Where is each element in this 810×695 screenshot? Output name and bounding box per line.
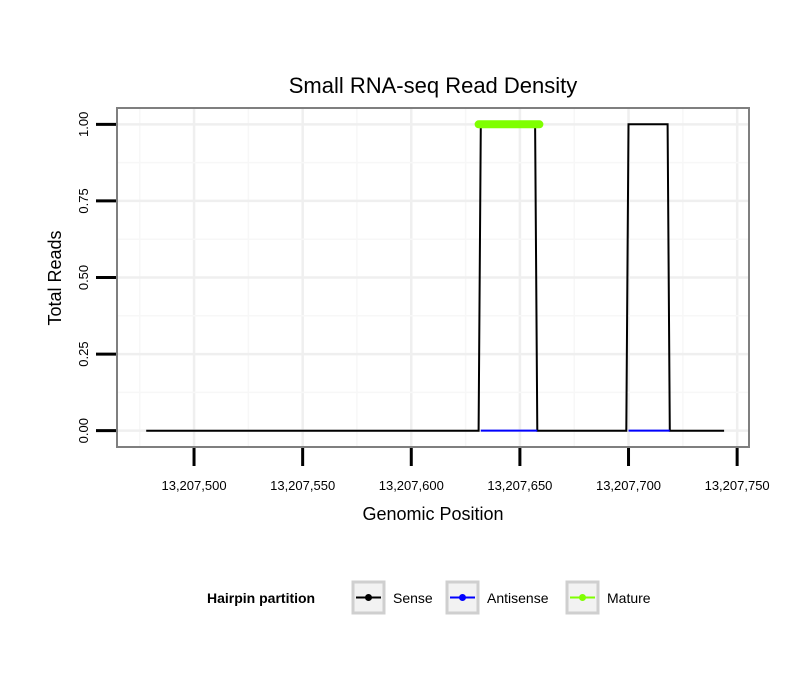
axes: 0.00 0.25 0.50 0.75 1.00 13,207,500 13,207,550… <box>76 112 770 493</box>
x-axis-title: Genomic Position <box>362 504 503 524</box>
y-axis-title: Total Reads <box>45 230 65 325</box>
legend-title: Hairpin partition <box>207 590 315 606</box>
x-tick-label: 13,207,650 <box>487 478 552 493</box>
x-tick-label: 13,207,600 <box>379 478 444 493</box>
legend-entry-sense: Sense <box>351 580 433 615</box>
legend-label: Mature <box>607 590 651 606</box>
x-tick-label: 13,207,750 <box>705 478 770 493</box>
plot-panel-border <box>116 107 750 448</box>
x-tick-label: 13,207,550 <box>270 478 335 493</box>
grid-lines <box>118 109 748 446</box>
legend: Hairpin partition Sense Antisense Mature <box>207 580 651 615</box>
series-lines <box>146 120 725 432</box>
x-tick-label: 13,207,700 <box>596 478 661 493</box>
legend-entry-antisense: Antisense <box>445 580 549 615</box>
y-tick-label: 0.00 <box>76 418 91 443</box>
y-tick-label: 0.25 <box>76 341 91 366</box>
y-tick-label: 1.00 <box>76 112 91 137</box>
y-tick-label: 0.50 <box>76 265 91 290</box>
sense-series-line <box>146 123 725 432</box>
x-tick-label: 13,207,500 <box>161 478 226 493</box>
legend-key-point <box>365 594 372 601</box>
chart-title: Small RNA-seq Read Density <box>289 73 578 98</box>
legend-label: Sense <box>393 590 433 606</box>
legend-key-point <box>459 594 466 601</box>
legend-key-point <box>579 594 586 601</box>
legend-label: Antisense <box>487 590 549 606</box>
y-tick-label: 0.75 <box>76 188 91 213</box>
legend-entry-mature: Mature <box>565 580 651 615</box>
